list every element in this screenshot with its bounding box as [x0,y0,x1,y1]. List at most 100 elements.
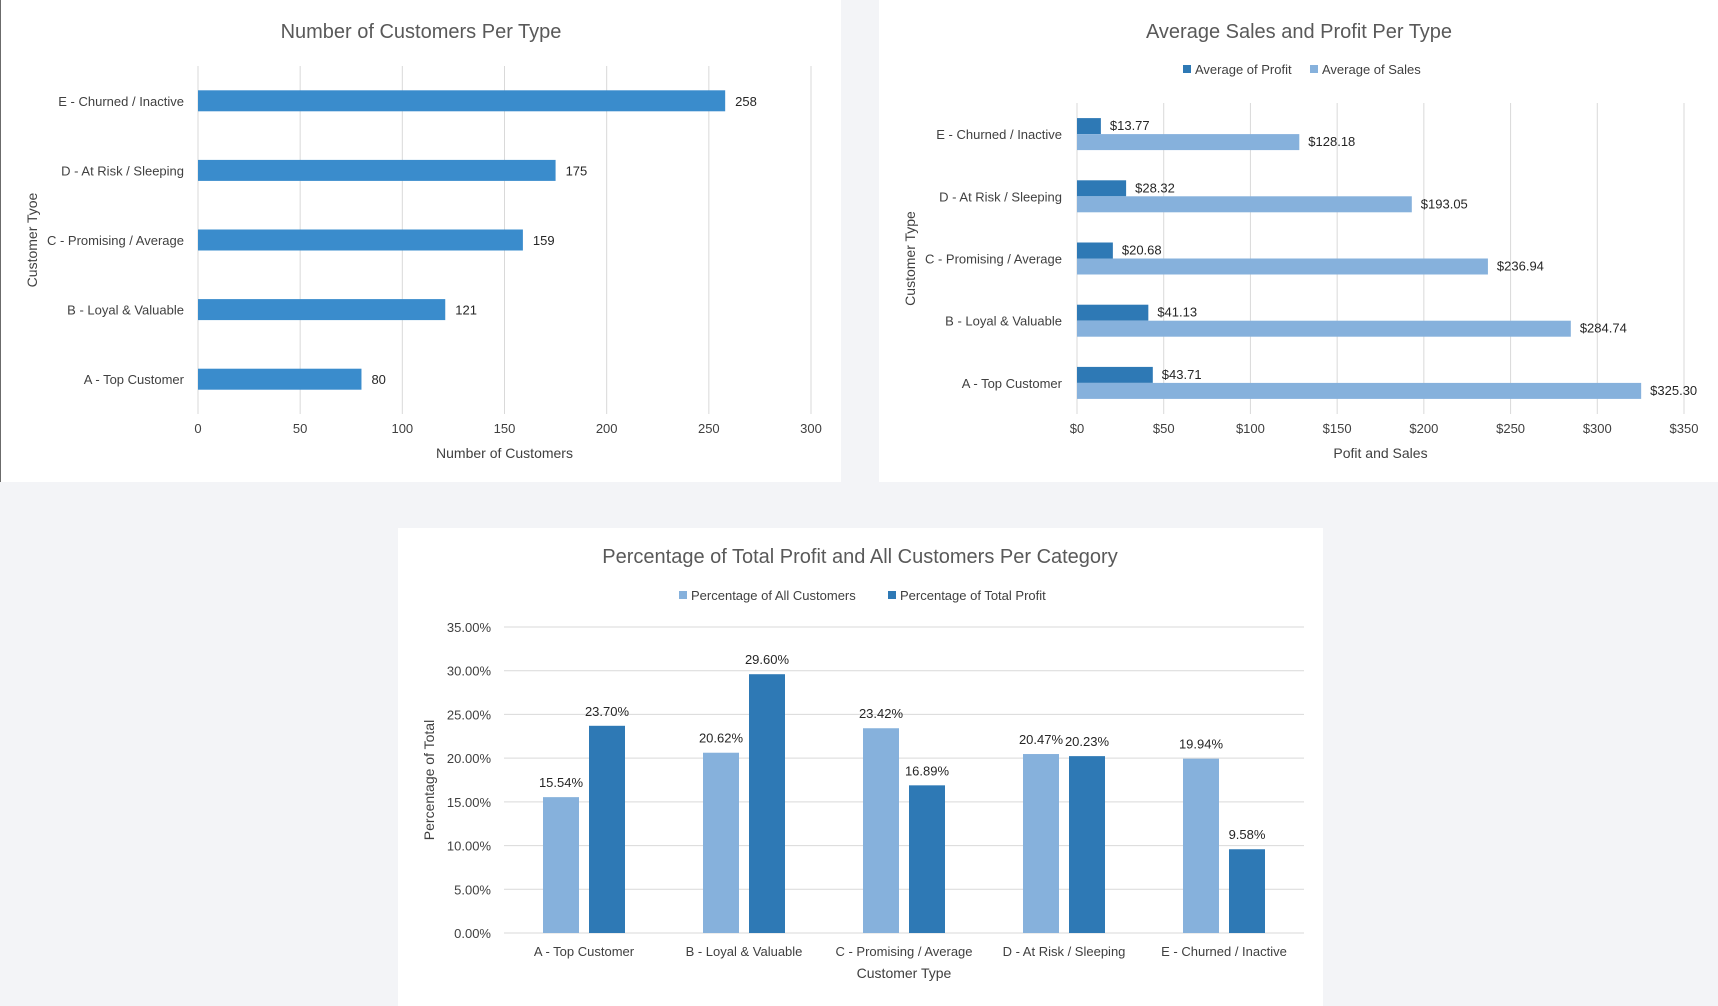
y-tick-label: 15.00% [447,795,492,810]
data-label: $41.13 [1157,305,1197,320]
bar [543,797,579,933]
data-label: 29.60% [745,652,790,667]
bar [1077,382,1642,399]
sales-profit-panel: Average Sales and Profit Per Type Average… [879,0,1718,482]
x-axis-title: Pofit and Sales [1333,445,1427,461]
y-tick-label: 5.00% [454,882,491,897]
bar [589,725,625,933]
bar [1023,754,1059,933]
legend-swatch [1183,65,1191,73]
bar [1077,118,1101,135]
data-label: $128.18 [1308,134,1355,149]
legend-label: Percentage of All Customers [691,588,856,603]
chart-title: Average Sales and Profit Per Type [1146,21,1452,43]
y-tick-label: 25.00% [447,707,492,722]
y-tick-label: C - Promising / Average [925,252,1062,267]
y-tick-label: C - Promising / Average [47,233,184,248]
y-axis-title: Customer Type [902,211,918,306]
y-tick-label: E - Churned / Inactive [58,94,184,109]
bar [1077,320,1571,337]
bar [1077,304,1149,321]
x-tick-label: $100 [1236,421,1265,436]
data-label: 16.89% [905,763,950,778]
data-label: $28.32 [1135,180,1175,195]
x-tick-label: 250 [698,421,720,436]
x-tick-label: $200 [1409,421,1438,436]
percentage-chart: Percentage of Total Profit and All Custo… [421,546,1304,981]
x-axis-title: Customer Type [857,965,952,981]
bar [1077,242,1113,259]
x-tick-label: 50 [293,421,307,436]
legend-swatch [1310,65,1318,73]
data-label: $43.71 [1162,367,1202,382]
bar [198,159,556,181]
data-label: 15.54% [539,775,584,790]
x-axis-title: Number of Customers [436,445,573,461]
data-label: $193.05 [1421,196,1468,211]
bar [1077,134,1300,151]
bar [703,752,739,933]
legend-label: Average of Profit [1195,62,1292,77]
bar [1077,196,1412,213]
bar [1069,756,1105,933]
x-tick-label: 0 [194,421,201,436]
legend-swatch [888,591,896,599]
y-tick-label: 10.00% [447,839,492,854]
bar [198,90,726,112]
bar [863,728,899,933]
x-tick-label: E - Churned / Inactive [1161,944,1287,959]
bar [198,229,523,251]
x-tick-label: A - Top Customer [534,944,635,959]
y-tick-label: E - Churned / Inactive [936,127,1062,142]
bar [1183,758,1219,933]
legend-label: Average of Sales [1322,62,1421,77]
bar [198,299,446,321]
x-tick-label: B - Loyal & Valuable [686,944,803,959]
x-tick-label: $300 [1583,421,1612,436]
data-label: 121 [455,303,477,318]
x-tick-label: 150 [494,421,516,436]
chart-title: Percentage of Total Profit and All Custo… [602,546,1117,568]
y-tick-label: A - Top Customer [84,372,185,387]
legend-label: Percentage of Total Profit [900,588,1046,603]
data-label: $325.30 [1650,383,1697,398]
sales-profit-chart: Average Sales and Profit Per Type Average… [902,21,1699,461]
y-tick-label: 20.00% [447,751,492,766]
bar [1229,849,1265,933]
chart-title: Number of Customers Per Type [281,21,562,43]
y-tick-label: B - Loyal & Valuable [67,303,184,318]
x-tick-label: $50 [1153,421,1175,436]
x-tick-label: 100 [391,421,413,436]
data-label: 20.23% [1065,734,1110,749]
data-label: 258 [735,94,757,109]
bar [909,785,945,933]
data-label: 23.42% [859,706,904,721]
y-tick-label: D - At Risk / Sleeping [61,163,184,178]
x-tick-label: $0 [1070,421,1084,436]
y-tick-label: A - Top Customer [962,376,1063,391]
customers-per-type-chart: Number of Customers Per Type 0 50 100 150 200… [24,21,822,461]
x-tick-label: $250 [1496,421,1525,436]
y-tick-label: 35.00% [447,620,492,635]
x-tick-label: $150 [1323,421,1352,436]
data-label: 80 [371,372,385,387]
x-tick-label: 200 [596,421,618,436]
data-label: 20.47% [1019,732,1064,747]
data-label: 19.94% [1179,737,1224,752]
bar [1077,366,1153,383]
y-axis-title: Percentage of Total [421,720,437,840]
bar [1077,180,1127,197]
y-tick-label: 0.00% [454,926,491,941]
percentage-panel: Percentage of Total Profit and All Custo… [398,528,1323,1006]
y-tick-label: D - At Risk / Sleeping [939,189,1062,204]
y-tick-label: B - Loyal & Valuable [945,314,1062,329]
x-tick-label: D - At Risk / Sleeping [1003,944,1126,959]
data-label: 175 [566,163,588,178]
data-label: 20.62% [699,731,744,746]
x-tick-label: $350 [1670,421,1699,436]
data-label: 23.70% [585,704,630,719]
data-label: $13.77 [1110,118,1150,133]
data-label: $20.68 [1122,243,1162,258]
bar [1077,258,1488,275]
data-label: $284.74 [1580,321,1627,336]
